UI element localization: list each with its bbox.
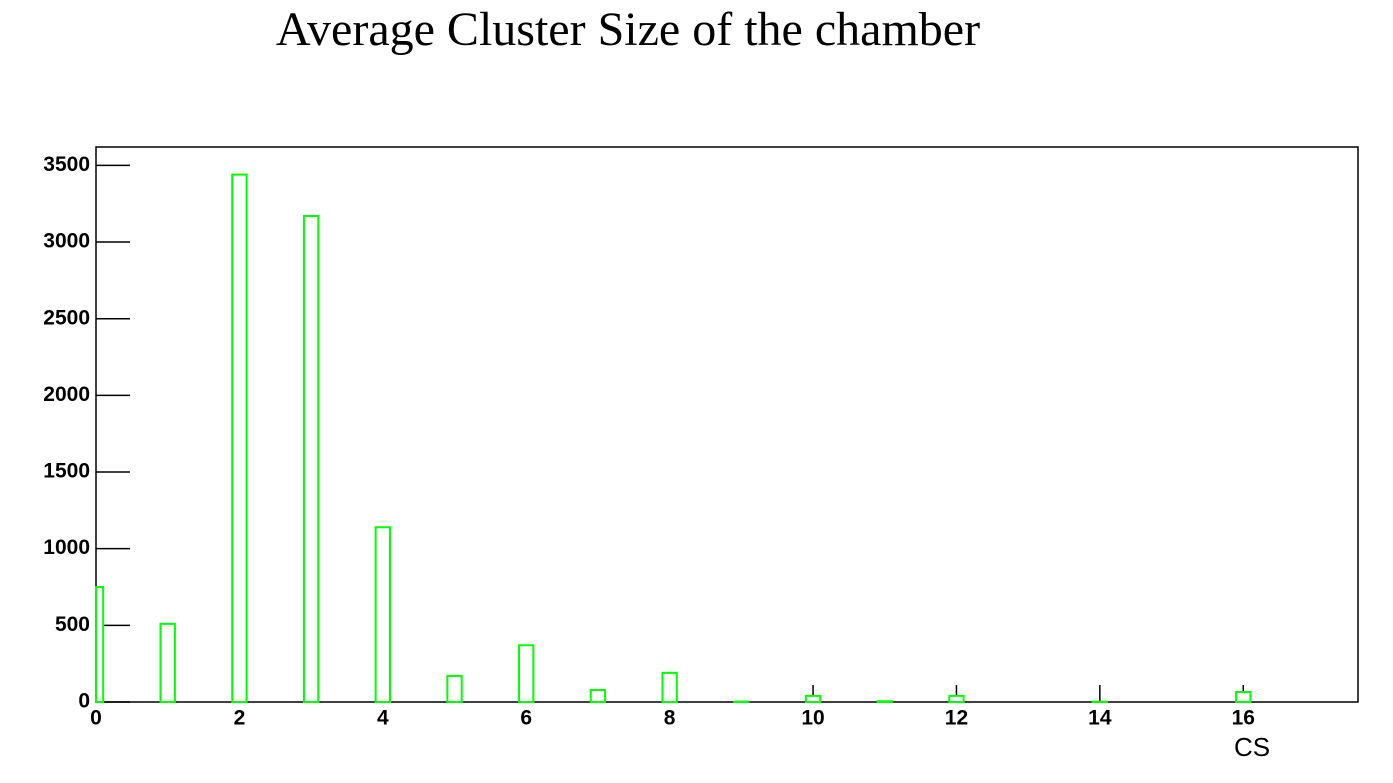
bar xyxy=(159,622,176,703)
x-tick-label: 4 xyxy=(377,707,389,730)
bar xyxy=(518,644,535,704)
bar xyxy=(661,671,678,704)
x-tick-label: 8 xyxy=(664,707,676,730)
bar xyxy=(876,700,893,703)
x-tick-label: 12 xyxy=(945,707,968,730)
y-tick-label: 1000 xyxy=(43,536,90,559)
x-tick-label: 14 xyxy=(1088,707,1112,730)
bar xyxy=(589,689,607,704)
y-tick-label: 500 xyxy=(55,613,90,636)
y-tick-label: 2500 xyxy=(43,306,90,329)
bar xyxy=(1235,691,1252,704)
y-tick-label: 3000 xyxy=(43,230,90,253)
plot-frame xyxy=(95,146,1359,703)
x-tick-label: 6 xyxy=(520,707,532,730)
y-tick-label: 3500 xyxy=(43,153,90,176)
y-tick-label: 2000 xyxy=(43,383,90,406)
x-tick-label: 2 xyxy=(234,707,246,730)
x-tick-label: 10 xyxy=(801,707,824,730)
bar xyxy=(446,674,463,703)
bar xyxy=(948,694,965,704)
chart-title: Average Cluster Size of the chamber xyxy=(276,3,980,56)
bar xyxy=(302,214,320,704)
bar xyxy=(374,526,391,704)
x-tick-label: 16 xyxy=(1232,707,1255,730)
x-axis-label: CS xyxy=(1234,732,1270,762)
y-tick-label: 1500 xyxy=(43,460,90,483)
y-tick-label: 0 xyxy=(78,690,90,713)
bar xyxy=(95,586,105,703)
bar xyxy=(231,173,248,703)
x-tick-label: 0 xyxy=(90,707,102,730)
bar xyxy=(804,694,822,704)
